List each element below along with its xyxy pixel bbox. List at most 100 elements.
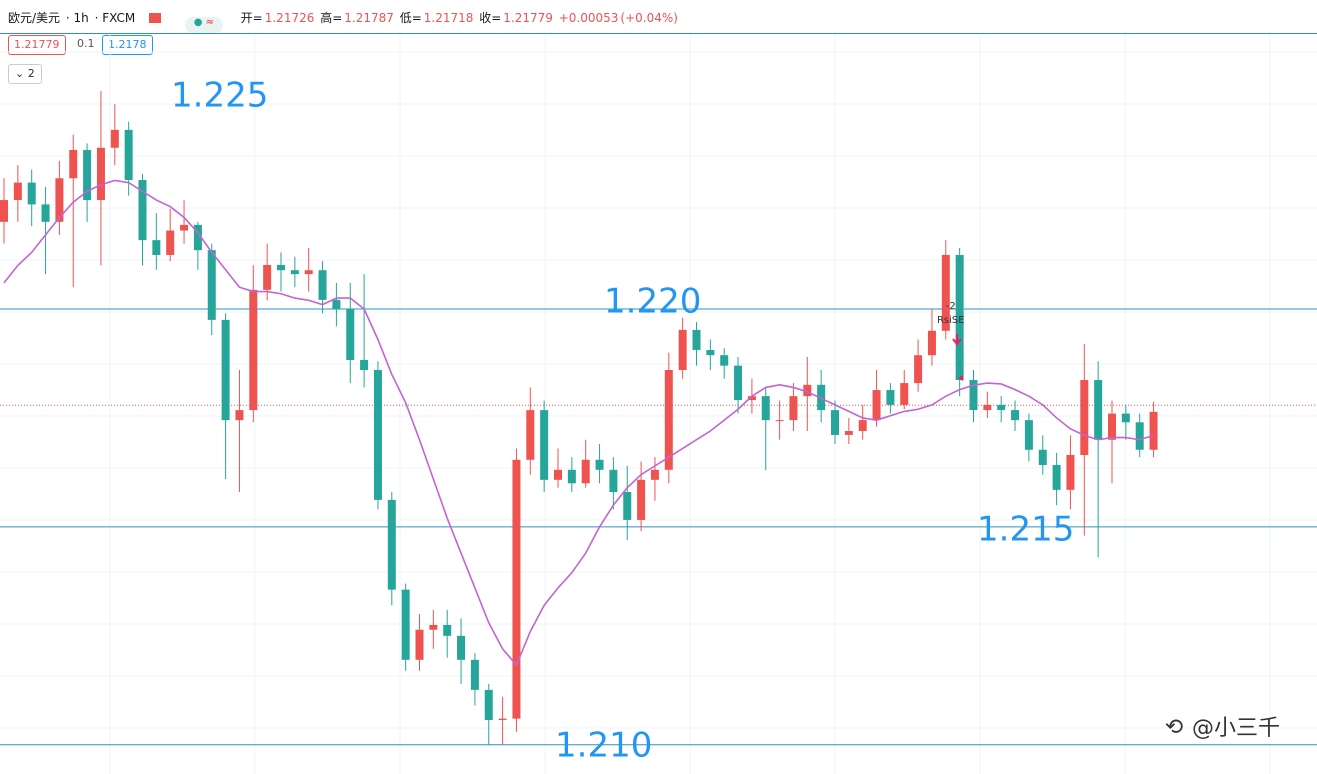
level-label: 1.220 — [604, 281, 701, 321]
level-label: 1.225 — [171, 76, 268, 116]
candle-body — [429, 624, 438, 630]
watermark: @小三千 — [1192, 716, 1280, 741]
candle-body — [1108, 413, 1116, 440]
candle-body — [789, 396, 798, 421]
candle-body — [831, 410, 839, 435]
candle-body — [664, 370, 673, 470]
candle-body — [1038, 449, 1047, 466]
candle-body — [193, 224, 202, 251]
candle-body — [470, 659, 479, 690]
candle-body — [650, 469, 659, 480]
candle-body — [595, 459, 604, 470]
candle-body — [387, 499, 396, 590]
change: +0.00053 — [558, 11, 619, 25]
moving-average — [3, 179, 1154, 667]
candle-body — [983, 404, 992, 411]
candle-body — [1052, 465, 1061, 490]
buy-button[interactable]: 1.2178 — [102, 35, 153, 55]
symbol[interactable]: 欧元/美元 — [8, 11, 61, 25]
candle-body — [263, 264, 272, 290]
candle-body — [761, 396, 770, 421]
candle-body — [180, 224, 189, 231]
candle-body — [498, 718, 507, 720]
spread: 0.1 — [77, 37, 95, 50]
candle-body — [138, 179, 147, 241]
candle-body — [581, 459, 590, 484]
candle-body — [720, 355, 729, 366]
plot: 1.220 1.215 1.210 1.225 -2 RsiSE — [0, 76, 1317, 765]
candle-body — [1080, 380, 1089, 455]
l-label: 低= — [399, 11, 422, 25]
signal-value: -2 — [946, 301, 956, 312]
candle-body — [373, 370, 382, 500]
c-value: 1.21779 — [503, 11, 553, 25]
candle-body — [1066, 454, 1075, 490]
candle-body — [290, 270, 299, 275]
candle-body — [1011, 410, 1020, 421]
candle-body — [900, 383, 909, 405]
candle-body — [27, 182, 36, 205]
o-value: 1.21726 — [264, 11, 315, 25]
candle-body — [360, 359, 369, 371]
candle-body — [457, 635, 466, 660]
candle-body — [955, 254, 964, 381]
level-label: 1.215 — [977, 509, 1074, 549]
candle-body — [872, 390, 881, 421]
candle-body — [969, 380, 978, 411]
candle-body — [623, 492, 632, 520]
candle-body — [1024, 420, 1033, 450]
candle-body — [941, 254, 950, 331]
candle-body — [332, 299, 341, 309]
candle-body — [41, 204, 50, 222]
candle-body — [678, 329, 687, 371]
candle-body — [1135, 422, 1144, 450]
indicator-toggle[interactable]: ⌄ 2 — [8, 64, 42, 84]
candle-body — [401, 589, 410, 660]
candle-body — [927, 330, 936, 356]
candle-body — [997, 404, 1006, 411]
candle-body — [207, 250, 216, 320]
candle-body — [844, 431, 853, 435]
candle-body — [83, 149, 92, 201]
sell-button[interactable]: 1.21779 — [8, 35, 66, 55]
candle-body — [692, 329, 701, 350]
candle-body — [249, 289, 258, 411]
candle-body — [886, 390, 895, 405]
candle-body — [110, 129, 119, 148]
o-label: 开= — [240, 11, 263, 25]
candle-body — [152, 240, 161, 255]
candle-body — [554, 469, 562, 480]
h-label: 高= — [320, 11, 343, 25]
candle-body — [775, 420, 784, 422]
signal-arrow — [952, 334, 962, 346]
l-value: 1.21718 — [423, 11, 474, 25]
candle-body — [858, 420, 867, 432]
source: FXCM — [102, 11, 136, 25]
candle-body — [637, 479, 646, 520]
candle-body — [346, 308, 355, 360]
candle-body — [526, 410, 535, 460]
h-value: 1.21787 — [344, 11, 394, 25]
change-pct: (+0.04%) — [620, 11, 678, 25]
candle-body — [124, 129, 133, 180]
candle-body — [13, 182, 22, 201]
signal-label: RsiSE — [937, 315, 965, 326]
candle-body — [221, 319, 230, 421]
candle-body — [0, 200, 8, 222]
candle-body — [706, 349, 715, 356]
candle-body — [96, 147, 105, 201]
candle-body — [304, 270, 313, 275]
header: 欧元/美元 · 1h · FXCM ● ≈ 开= 1.21726 高= 1.2178… — [8, 9, 680, 33]
candle-body — [567, 469, 576, 484]
status[interactable]: ● ≈ — [184, 17, 223, 33]
candle-body — [318, 270, 327, 300]
c-label: 收= — [479, 11, 502, 25]
candle-body — [277, 264, 285, 271]
candle-body — [540, 410, 549, 480]
flag[interactable] — [149, 13, 162, 23]
candle-body — [443, 624, 452, 636]
interval[interactable]: 1h — [73, 11, 89, 25]
candle-body — [415, 629, 424, 660]
signal-marker — [958, 375, 963, 381]
